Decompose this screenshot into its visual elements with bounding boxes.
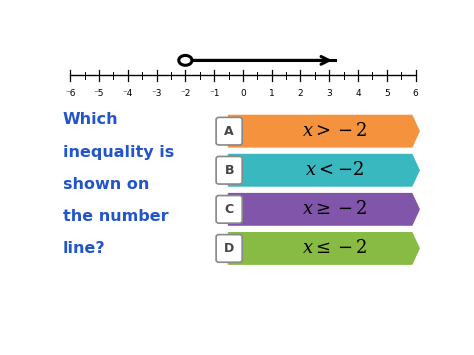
FancyBboxPatch shape <box>216 196 242 223</box>
Text: line?: line? <box>63 241 106 256</box>
Text: A: A <box>224 125 234 138</box>
Text: B: B <box>224 164 234 177</box>
Text: Which: Which <box>63 112 118 127</box>
Text: 0: 0 <box>240 89 246 98</box>
Polygon shape <box>221 114 421 149</box>
Text: shown on: shown on <box>63 177 149 192</box>
Text: C: C <box>225 203 234 216</box>
Text: 4: 4 <box>355 89 361 98</box>
Text: $x > -2$: $x > -2$ <box>302 122 367 140</box>
Text: D: D <box>224 242 234 255</box>
Text: ⁻2: ⁻2 <box>180 89 191 98</box>
Text: 2: 2 <box>298 89 303 98</box>
Text: ⁻5: ⁻5 <box>94 89 104 98</box>
Text: ⁻4: ⁻4 <box>123 89 133 98</box>
FancyBboxPatch shape <box>216 157 242 184</box>
Text: 1: 1 <box>269 89 274 98</box>
Polygon shape <box>221 192 421 227</box>
Text: ⁻6: ⁻6 <box>65 89 75 98</box>
Ellipse shape <box>179 55 192 65</box>
Text: 6: 6 <box>413 89 419 98</box>
Text: ⁻1: ⁻1 <box>209 89 219 98</box>
FancyBboxPatch shape <box>216 118 242 145</box>
Text: $x \leq -2$: $x \leq -2$ <box>302 239 367 257</box>
Text: ⁻3: ⁻3 <box>151 89 162 98</box>
Text: $x \geq -2$: $x \geq -2$ <box>302 200 367 218</box>
Text: $x < -2$: $x < -2$ <box>305 161 364 179</box>
FancyBboxPatch shape <box>216 235 242 262</box>
Text: inequality is: inequality is <box>63 144 174 159</box>
Polygon shape <box>221 153 421 188</box>
Text: 5: 5 <box>384 89 390 98</box>
Polygon shape <box>221 231 421 266</box>
Text: 3: 3 <box>327 89 332 98</box>
Text: the number: the number <box>63 209 169 224</box>
